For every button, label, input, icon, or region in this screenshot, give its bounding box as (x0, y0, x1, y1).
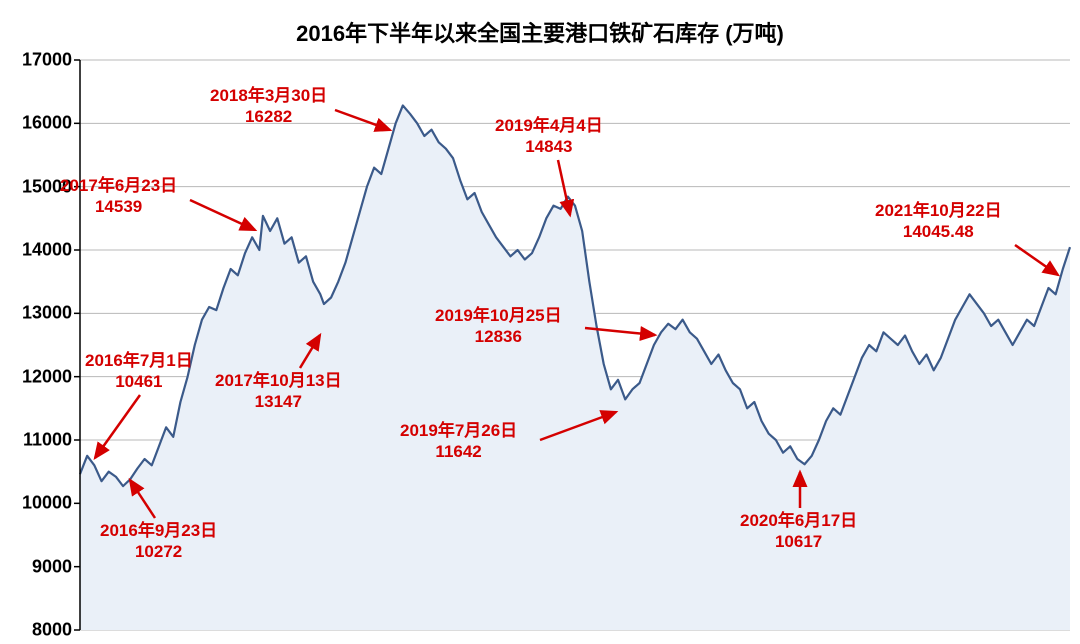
y-axis-tick: 16000 (22, 113, 80, 134)
y-axis-tick: 11000 (23, 430, 80, 451)
y-axis-tick: 13000 (22, 303, 80, 324)
chart-title: 2016年下半年以来全国主要港口铁矿石库存 (万吨) (0, 16, 1080, 48)
y-axis-tick: 12000 (22, 366, 80, 387)
chart-svg (80, 60, 1070, 630)
chart-container: 2016年下半年以来全国主要港口铁矿石库存 (万吨) 8000900010000… (0, 0, 1080, 644)
y-axis-tick: 8000 (32, 620, 80, 641)
series-area (80, 105, 1070, 630)
y-axis-tick: 9000 (32, 556, 80, 577)
y-axis-tick: 15000 (22, 176, 80, 197)
y-axis-tick: 14000 (22, 240, 80, 261)
y-axis-tick: 10000 (22, 493, 80, 514)
y-axis-tick: 17000 (22, 50, 80, 71)
plot-area: 8000900010000110001200013000140001500016… (80, 60, 1070, 630)
